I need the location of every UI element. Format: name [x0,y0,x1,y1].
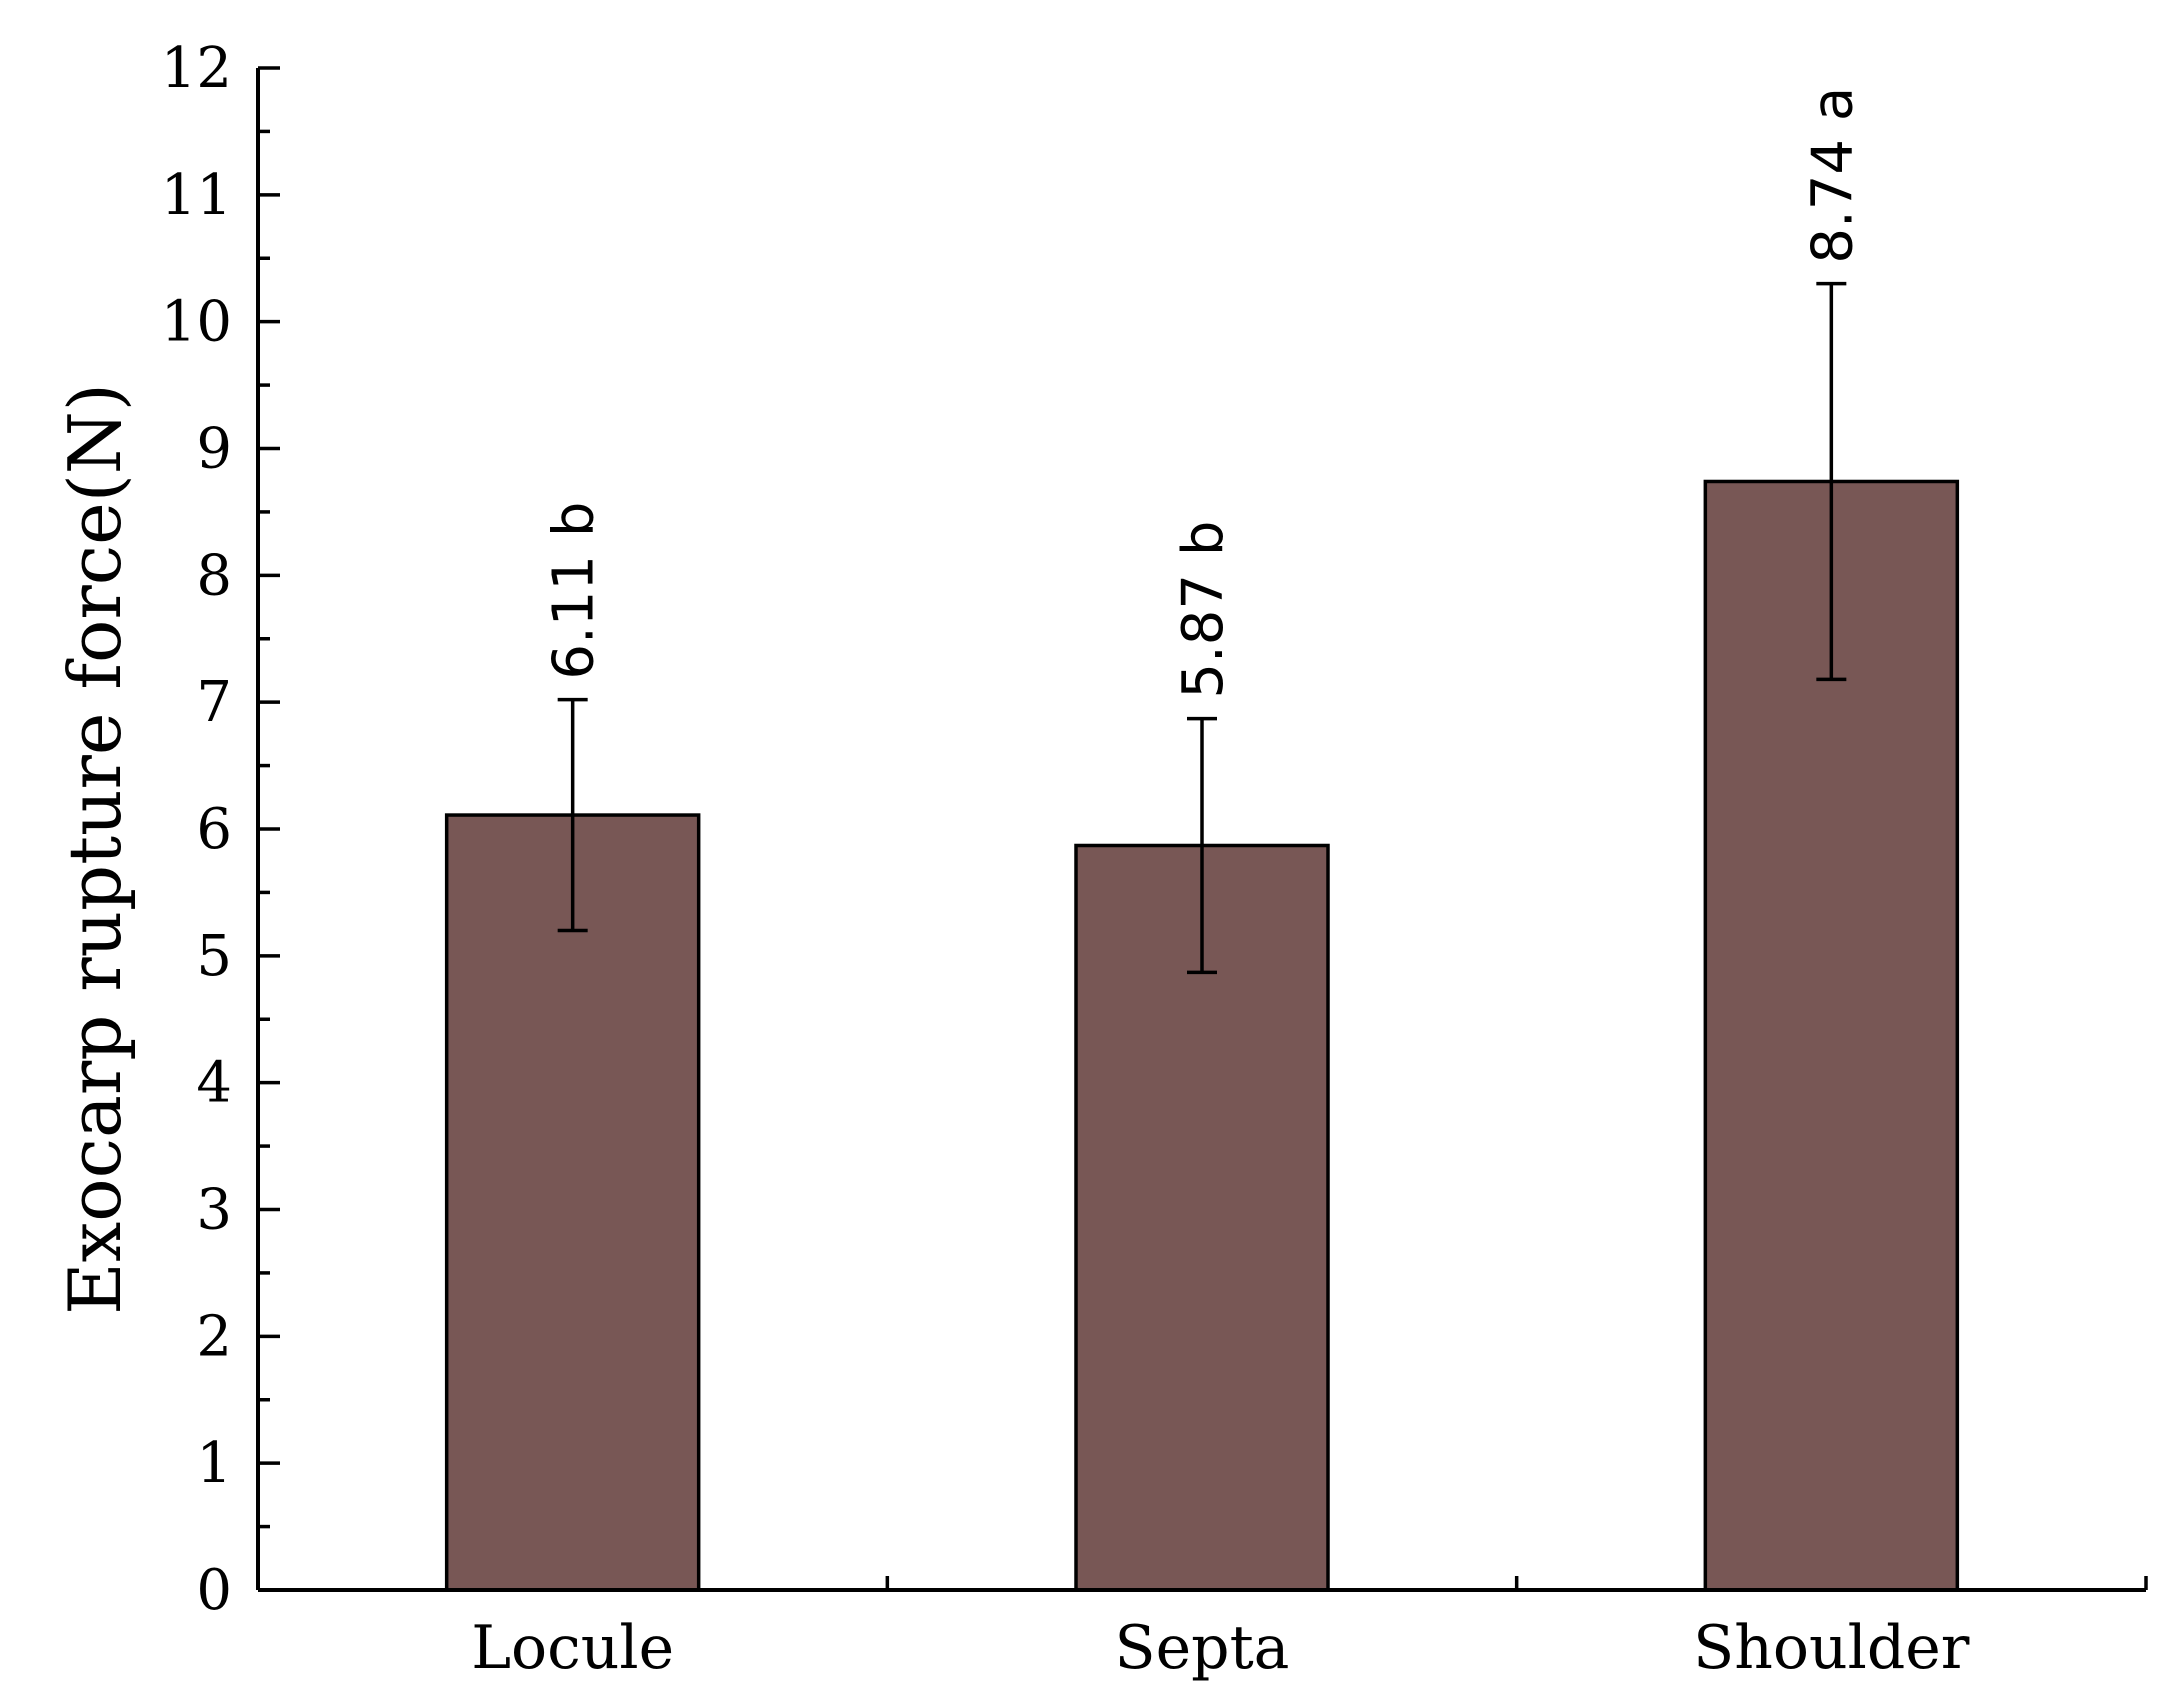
y-tick-label: 6 [196,797,232,862]
y-tick-label: 4 [196,1051,232,1116]
y-tick-label: 12 [161,36,232,101]
error-bars-layer [557,281,1847,975]
y-tick-label: 10 [161,290,232,355]
data-labels-layer: 6.11 b 5.87 b 8.74 a [542,87,1866,699]
y-axis-title: Exocarp rupture force(N) [53,383,137,1315]
y-tick-label: 5 [196,924,232,989]
data-label-septa: 5.87 b [1171,521,1236,699]
y-tick-label: 8 [196,543,232,608]
x-tick-label-septa: Septa [1115,1613,1290,1683]
y-tick-label: 9 [196,417,232,482]
y-tick-label: 2 [196,1304,232,1369]
x-tick-label-shoulder: Shoulder [1693,1613,1970,1683]
y-tick-label: 3 [196,1178,232,1243]
x-tick-label-locule: Locule [471,1613,674,1683]
y-tick-label: 0 [196,1558,232,1623]
y-tick-label: 1 [196,1431,232,1496]
data-label-shoulder: 8.74 a [1800,87,1865,264]
data-label-locule: 6.11 b [542,502,607,680]
y-tick-label: 11 [161,163,232,228]
bar-locule [444,813,701,1592]
y-tick-label: 7 [196,670,232,735]
